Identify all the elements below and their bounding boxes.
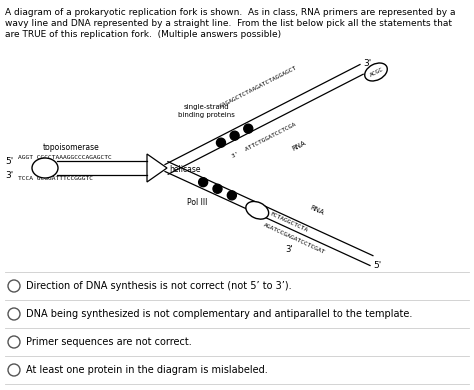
Text: 5': 5' xyxy=(5,156,13,165)
Ellipse shape xyxy=(246,202,269,219)
Text: FCTAGGCTCTA: FCTAGGCTCTA xyxy=(269,212,309,234)
Text: ACGC: ACGC xyxy=(369,66,385,78)
Circle shape xyxy=(8,308,20,320)
Text: 3': 3' xyxy=(363,58,371,67)
Ellipse shape xyxy=(32,158,58,178)
Text: At least one protein in the diagram is mislabeled.: At least one protein in the diagram is m… xyxy=(26,365,268,375)
Text: Direction of DNA synthesis is not correct (not 5’ to 3’).: Direction of DNA synthesis is not correc… xyxy=(26,281,292,291)
Text: Primer sequences are not correct.: Primer sequences are not correct. xyxy=(26,337,192,347)
Text: topoisomerase: topoisomerase xyxy=(43,143,100,152)
Circle shape xyxy=(199,178,208,187)
Circle shape xyxy=(8,336,20,348)
Text: RNA: RNA xyxy=(309,205,325,216)
Circle shape xyxy=(228,191,237,200)
Ellipse shape xyxy=(365,63,387,81)
Text: TCCA GCGGATTTCCGGGTC: TCCA GCGGATTTCCGGGTC xyxy=(18,176,93,181)
Text: single-strand
binding proteins: single-strand binding proteins xyxy=(179,104,236,118)
Text: A diagram of a prokaryotic replication fork is shown.  As in class, RNA primers : A diagram of a prokaryotic replication f… xyxy=(5,8,456,17)
Circle shape xyxy=(217,138,226,147)
Circle shape xyxy=(244,124,253,133)
Text: are TRUE of this replication fork.  (Multiple answers possible): are TRUE of this replication fork. (Mult… xyxy=(5,30,281,39)
Text: 3'  ATTCTGGATCCTCGA: 3' ATTCTGGATCCTCGA xyxy=(231,122,297,158)
Text: AGATCCGAGATCCTCGAT: AGATCCGAGATCCTCGAT xyxy=(262,223,326,255)
Text: 5': 5' xyxy=(373,261,381,269)
Circle shape xyxy=(213,184,222,193)
Text: CAGAGCTCTAAGATCTAGGAGCT: CAGAGCTCTAAGATCTAGGAGCT xyxy=(219,65,298,109)
Circle shape xyxy=(230,131,239,140)
Text: helicase: helicase xyxy=(169,165,201,174)
Text: 3': 3' xyxy=(285,245,293,254)
Circle shape xyxy=(8,364,20,376)
Text: AGGT CGCCTAAAGGCCCAGAGCTC: AGGT CGCCTAAAGGCCCAGAGCTC xyxy=(18,155,112,160)
Text: 3': 3' xyxy=(5,170,13,179)
Circle shape xyxy=(8,280,20,292)
Text: RNA: RNA xyxy=(291,140,307,152)
Text: DNA being synthesized is not complementary and antiparallel to the template.: DNA being synthesized is not complementa… xyxy=(26,309,412,319)
Text: wavy line and DNA represented by a straight line.  From the list below pick all : wavy line and DNA represented by a strai… xyxy=(5,19,452,28)
Text: Pol III: Pol III xyxy=(187,198,207,207)
